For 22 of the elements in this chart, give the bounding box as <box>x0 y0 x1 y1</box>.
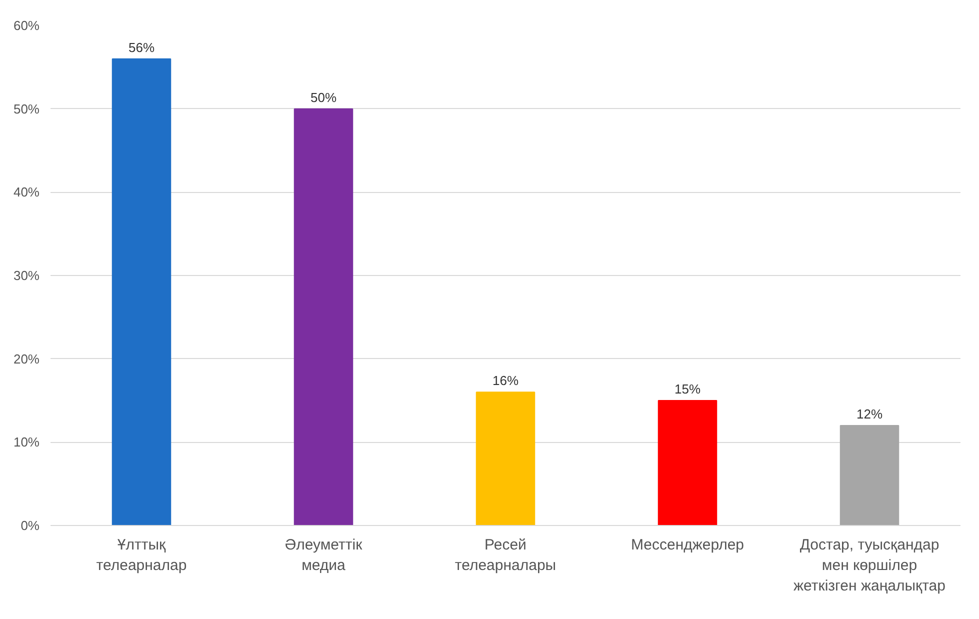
y-tick-label: 60% <box>13 18 40 33</box>
y-tick-label: 30% <box>13 268 40 283</box>
x-tick-label: Әлеуметтік медиа <box>284 536 363 574</box>
y-tick-label: 40% <box>13 184 40 200</box>
y-tick-label: 20% <box>13 351 40 366</box>
data-label: 50% <box>310 90 337 105</box>
data-label: 56% <box>128 40 155 55</box>
data-label: 12% <box>856 406 883 422</box>
bar <box>294 108 354 526</box>
bar <box>476 392 536 526</box>
bar <box>112 58 172 526</box>
bar <box>658 400 718 526</box>
x-tick-label: Ұлттық телеарналар <box>96 536 187 574</box>
x-tick-label: Достар, туысқандар мен көршілер жеткізген жаңалықтар <box>794 536 946 594</box>
data-label: 16% <box>492 373 519 388</box>
x-tick-label: Ресей телеарналары <box>454 536 556 574</box>
y-tick-label: 50% <box>13 101 40 116</box>
y-tick-label: 0% <box>20 518 40 533</box>
data-label: 15% <box>674 382 701 396</box>
y-tick-label: 10% <box>13 434 40 450</box>
x-tick-label: Мессенджерлер <box>630 536 744 554</box>
bar <box>840 425 900 526</box>
